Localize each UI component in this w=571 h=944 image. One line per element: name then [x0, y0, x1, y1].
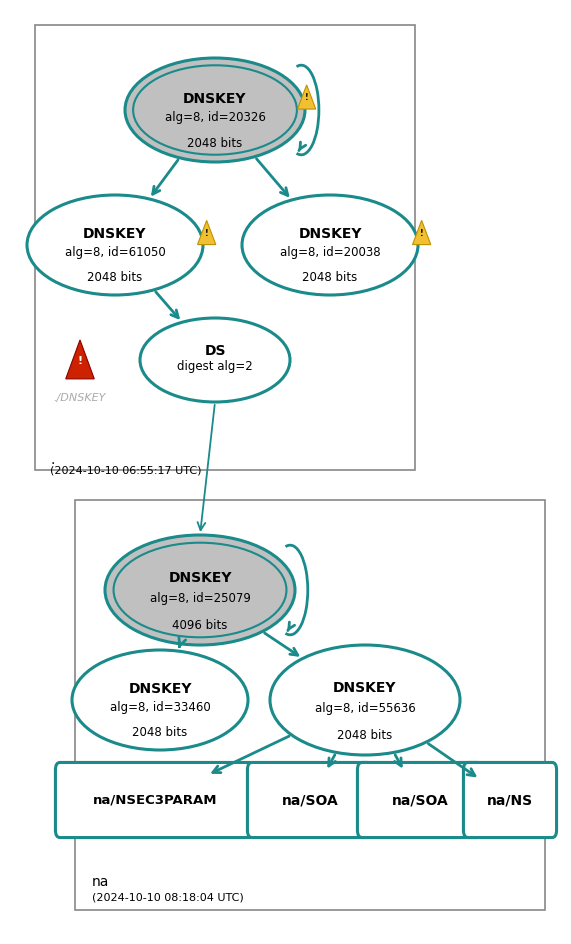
Text: DS: DS [204, 344, 226, 358]
Text: alg=8, id=55636: alg=8, id=55636 [315, 701, 415, 715]
Text: DNSKEY: DNSKEY [183, 92, 247, 106]
Text: (2024-10-10 06:55:17 UTC): (2024-10-10 06:55:17 UTC) [50, 465, 202, 475]
Polygon shape [198, 220, 216, 244]
FancyBboxPatch shape [464, 763, 557, 837]
Text: digest alg=2: digest alg=2 [177, 360, 253, 373]
Text: DNSKEY: DNSKEY [83, 227, 147, 241]
Text: 2048 bits: 2048 bits [87, 271, 143, 284]
FancyBboxPatch shape [247, 763, 372, 837]
Text: DNSKEY: DNSKEY [298, 227, 362, 241]
Text: 2048 bits: 2048 bits [132, 726, 188, 739]
Text: na/SOA: na/SOA [392, 793, 448, 807]
FancyBboxPatch shape [55, 763, 255, 837]
Text: alg=8, id=61050: alg=8, id=61050 [65, 246, 166, 259]
Text: alg=8, id=25079: alg=8, id=25079 [150, 592, 251, 605]
Polygon shape [297, 85, 316, 110]
Text: ./DNSKEY: ./DNSKEY [54, 393, 106, 403]
Text: 2048 bits: 2048 bits [303, 271, 357, 284]
Text: !: ! [78, 356, 83, 366]
Text: DNSKEY: DNSKEY [128, 682, 192, 696]
Text: !: ! [420, 228, 424, 238]
Text: na/NS: na/NS [487, 793, 533, 807]
FancyBboxPatch shape [357, 763, 482, 837]
Ellipse shape [270, 645, 460, 755]
Ellipse shape [140, 318, 290, 402]
Ellipse shape [72, 650, 248, 750]
Text: DNSKEY: DNSKEY [333, 681, 397, 695]
Text: 4096 bits: 4096 bits [172, 619, 228, 632]
Text: (2024-10-10 08:18:04 UTC): (2024-10-10 08:18:04 UTC) [92, 893, 244, 903]
Text: 2048 bits: 2048 bits [337, 730, 393, 742]
Polygon shape [66, 340, 94, 379]
Ellipse shape [105, 535, 295, 645]
Text: alg=8, id=33460: alg=8, id=33460 [110, 701, 210, 714]
Text: DNSKEY: DNSKEY [168, 571, 232, 585]
Text: na/NSEC3PARAM: na/NSEC3PARAM [93, 794, 217, 806]
Ellipse shape [242, 195, 418, 295]
FancyBboxPatch shape [75, 500, 545, 910]
Text: !: ! [305, 93, 308, 102]
Ellipse shape [27, 195, 203, 295]
Text: alg=8, id=20038: alg=8, id=20038 [280, 246, 380, 259]
FancyBboxPatch shape [35, 25, 415, 470]
Text: .: . [50, 453, 54, 467]
Ellipse shape [125, 58, 305, 162]
Polygon shape [412, 220, 431, 244]
Text: alg=8, id=20326: alg=8, id=20326 [164, 111, 266, 125]
Text: !: ! [205, 228, 208, 238]
Text: 2048 bits: 2048 bits [187, 137, 243, 150]
Text: na/SOA: na/SOA [282, 793, 339, 807]
Text: na: na [92, 875, 110, 889]
